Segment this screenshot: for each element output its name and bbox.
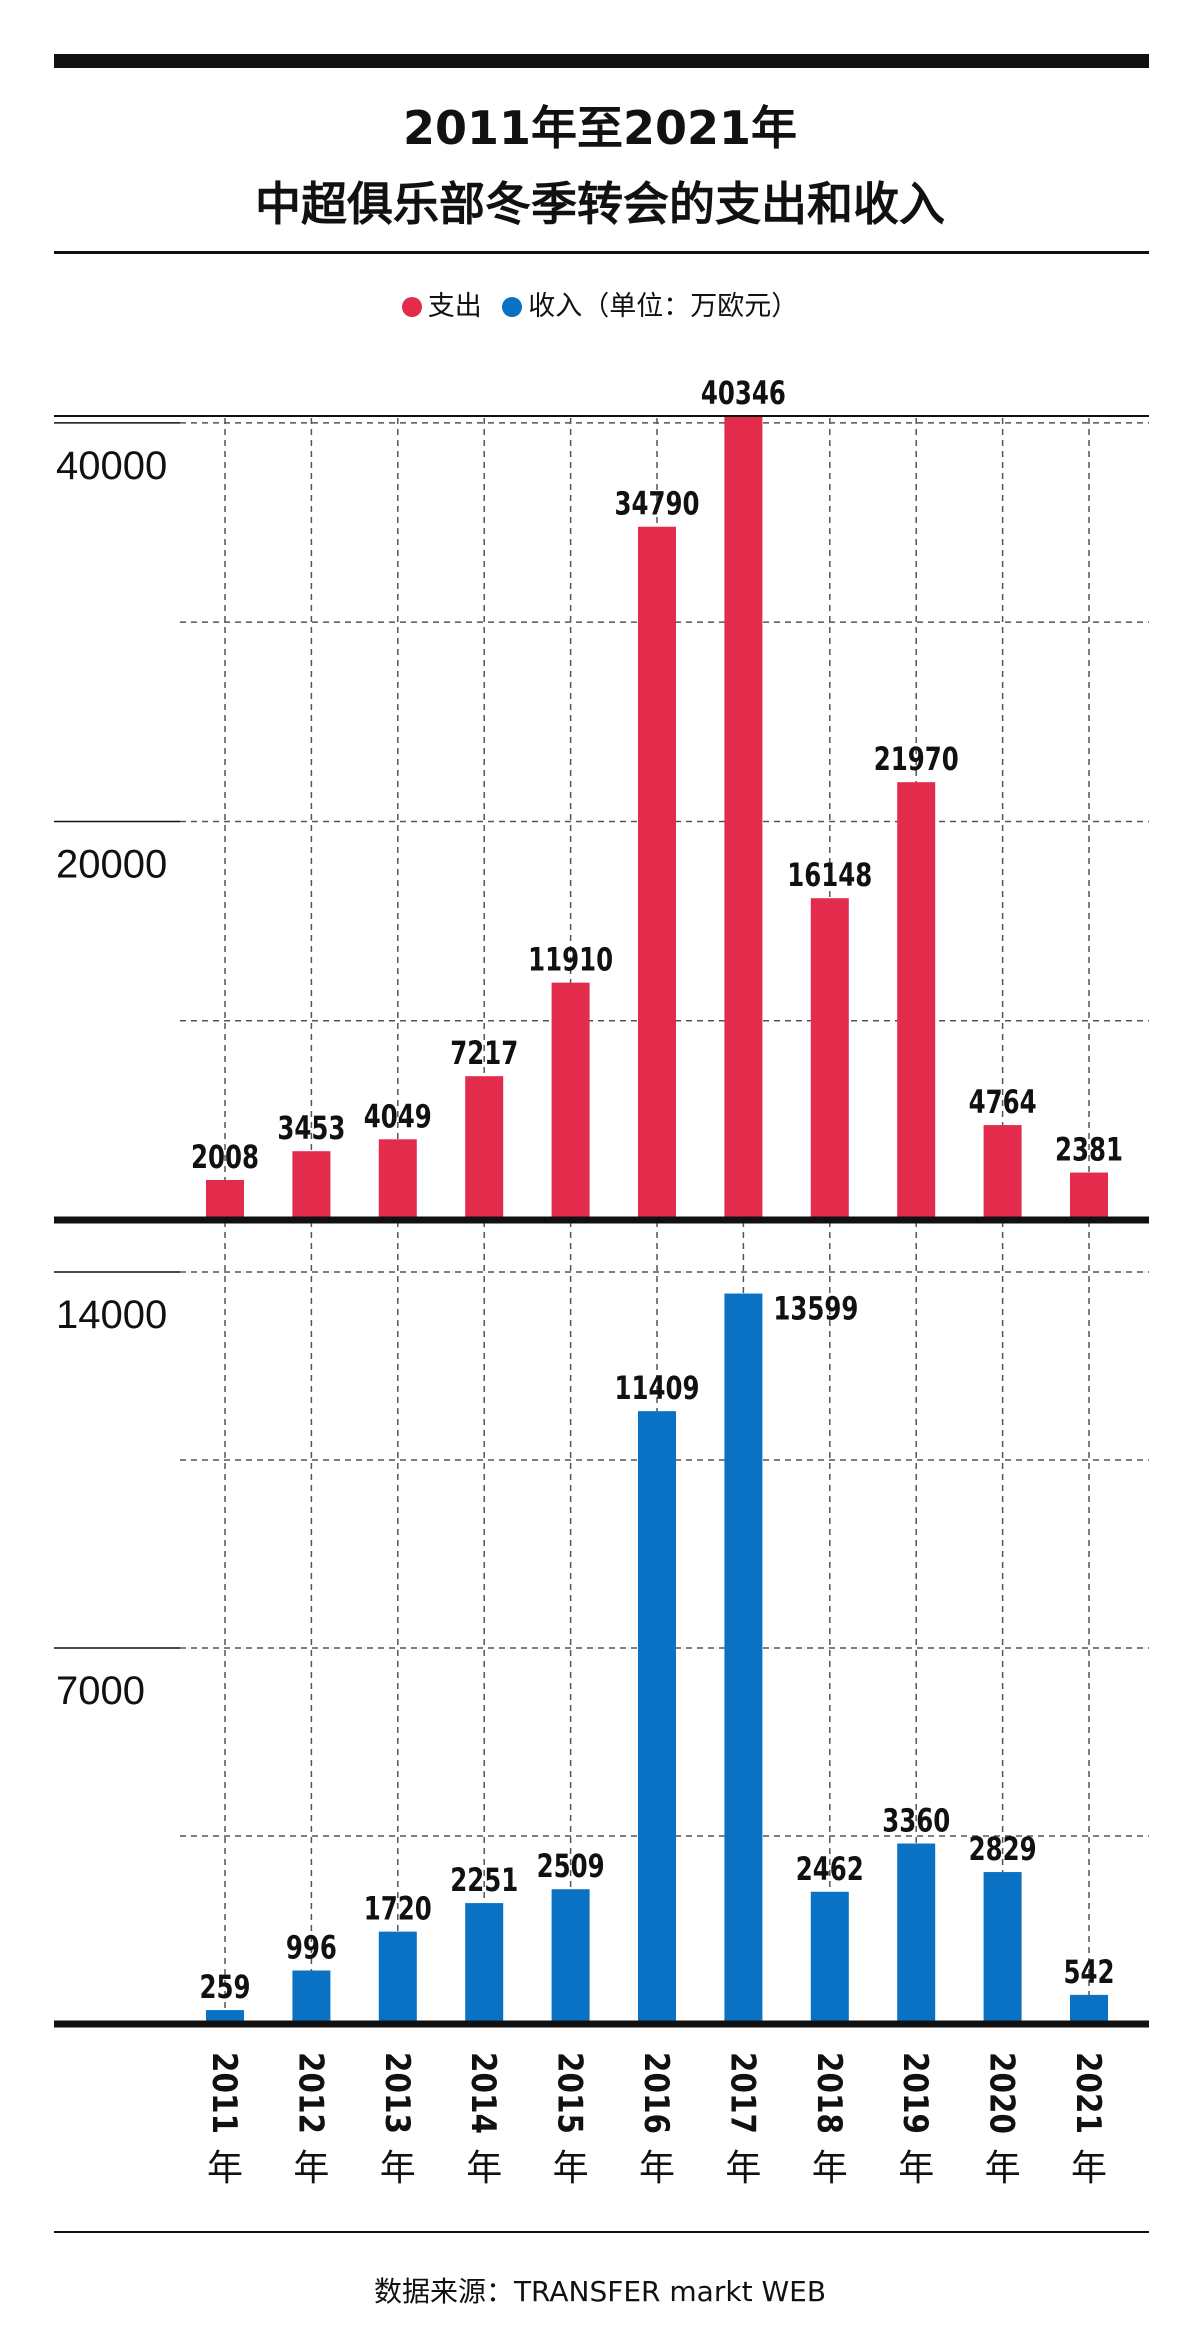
data-label-income: 2462: [796, 1850, 864, 1888]
data-label-income: 13599: [773, 1290, 858, 1328]
bottom-divider: [54, 2231, 1149, 2233]
x-tick-label: 2019: [895, 2052, 935, 2134]
bar-expense: [378, 1139, 417, 1220]
legend-label-expense: 支出: [427, 291, 482, 322]
data-label-expense: 16148: [787, 856, 872, 894]
y-tick-label: 40000: [56, 444, 167, 488]
bar-income: [638, 1411, 676, 2024]
x-tick-label-suffix: 年: [812, 2148, 848, 2189]
x-tick-label: 2021: [1068, 2052, 1108, 2134]
data-label-income: 259: [200, 1968, 251, 2006]
data-label-expense: 11910: [528, 941, 613, 979]
legend: 支出 收入（单位：万欧元）: [0, 284, 1200, 323]
data-label-expense: 2381: [1055, 1131, 1123, 1169]
x-tick-label-suffix: 年: [639, 2148, 675, 2189]
x-tick-label-suffix: 年: [207, 2148, 243, 2189]
data-label-expense: 34790: [615, 485, 700, 523]
bar-expense: [551, 982, 590, 1220]
bar-expense: [724, 416, 763, 1220]
data-label-expense: 4049: [364, 1097, 432, 1135]
bar-expense: [206, 1179, 244, 1220]
data-label-income: 2509: [537, 1847, 605, 1885]
data-label-income: 542: [1064, 1953, 1115, 1991]
bar-income: [724, 1293, 763, 2024]
bar-expense: [983, 1125, 1022, 1220]
x-tick-label-suffix: 年: [725, 2148, 761, 2189]
bar-income: [1070, 1994, 1108, 2024]
x-tick-label-suffix: 年: [293, 2148, 329, 2189]
title-divider: [54, 251, 1149, 254]
bar-expense: [638, 526, 676, 1220]
data-label-income: 11409: [615, 1369, 700, 1407]
legend-item-expense: 支出: [401, 284, 482, 323]
data-label-expense: 2008: [191, 1138, 259, 1176]
source-note: 数据来源：TRANSFER markt WEB: [373, 2275, 827, 2308]
y-tick-label: 14000: [56, 1293, 167, 1337]
x-tick-label-suffix: 年: [898, 2148, 934, 2189]
data-label-expense: 3453: [277, 1109, 345, 1147]
data-label-income: 3360: [882, 1802, 950, 1840]
legend-item-income: 收入（单位：万欧元）: [502, 284, 798, 323]
bar-income: [465, 1903, 504, 2024]
x-tick-label-suffix: 年: [466, 2148, 502, 2189]
data-label-income: 1720: [364, 1890, 432, 1928]
data-label-income: 2251: [450, 1861, 518, 1899]
x-tick-label: 2017: [722, 2052, 762, 2134]
data-label-income: 2829: [969, 1830, 1037, 1868]
legend-swatch-expense: [401, 297, 422, 317]
x-tick-label: 2015: [550, 2052, 590, 2134]
data-label-expense: 21970: [874, 740, 959, 778]
x-tick-label-suffix: 年: [553, 2148, 589, 2189]
y-tick-label: 7000: [56, 1669, 145, 1713]
legend-swatch-income: [502, 297, 523, 317]
x-tick-label: 2020: [982, 2052, 1022, 2134]
data-label-income: 996: [286, 1929, 337, 1967]
x-tick-label: 2012: [290, 2052, 330, 2134]
y-tick-label: 20000: [56, 842, 167, 886]
x-tick-label: 2018: [809, 2052, 849, 2134]
bar-income: [292, 1970, 331, 2024]
x-tick-label: 2013: [377, 2052, 417, 2134]
data-label-expense: 40346: [701, 374, 786, 412]
x-tick-label-suffix: 年: [985, 2148, 1021, 2189]
bar-expense: [292, 1151, 331, 1220]
bar-expense: [1070, 1172, 1108, 1220]
legend-label-income: 收入（单位：万欧元）: [528, 291, 799, 322]
chart-title-line-1: 2011年至2021年: [402, 101, 798, 155]
x-tick-label-suffix: 年: [1071, 2148, 1107, 2189]
bar-expense: [465, 1076, 504, 1220]
bar-income: [551, 1889, 590, 2024]
bar-income: [378, 1931, 417, 2024]
bar-expense: [897, 782, 936, 1220]
bar-income: [810, 1891, 849, 2024]
x-tick-label-suffix: 年: [380, 2148, 416, 2189]
top-bar: [54, 54, 1149, 68]
x-tick-label: 2011: [204, 2052, 244, 2134]
bar-expense: [810, 898, 849, 1220]
data-label-expense: 4764: [969, 1083, 1037, 1121]
bar-income: [983, 1872, 1022, 2024]
bar-income: [897, 1843, 936, 2024]
chart-title-line-2: 中超俱乐部冬季转会的支出和收入: [255, 177, 945, 231]
x-tick-label: 2016: [636, 2052, 676, 2134]
data-label-expense: 7217: [450, 1034, 518, 1072]
x-tick-label: 2014: [463, 2052, 503, 2134]
